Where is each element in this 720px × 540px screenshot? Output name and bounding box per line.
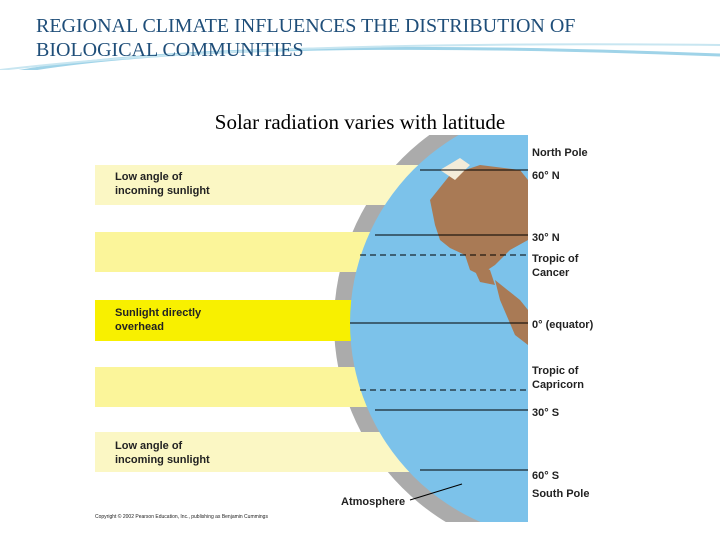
latitude-label: South Pole — [532, 488, 589, 500]
atmosphere-pointer — [409, 483, 463, 501]
sunlight-label: Low angle of incoming sunlight — [115, 171, 210, 197]
latitude-label: 30° S — [532, 407, 559, 419]
atmosphere-label: Atmosphere — [341, 496, 405, 508]
latitude-label: 60° S — [532, 470, 559, 482]
copyright: Copyright © 2002 Pearson Education, Inc.… — [95, 513, 268, 520]
latitude-label: North Pole — [532, 147, 588, 159]
slide-subtitle: Solar radiation varies with latitude — [214, 110, 506, 134]
latitude-label: 0° (equator) — [532, 319, 594, 331]
latitude-label: Tropic of Cancer — [532, 253, 579, 279]
sunlight-label: Low angle of incoming sunlight — [115, 440, 210, 466]
latitude-label: 60° N — [532, 170, 560, 182]
slide-title: REGIONAL CLIMATE INFLUENCES THE DISTRIBU… — [36, 15, 576, 61]
latitude-label: Tropic of Capricorn — [532, 365, 584, 391]
latitude-label: 30° N — [532, 232, 560, 244]
globe — [95, 135, 528, 522]
sunlight-label: Sunlight directly overhead — [115, 307, 202, 333]
title-swoosh — [0, 43, 720, 70]
